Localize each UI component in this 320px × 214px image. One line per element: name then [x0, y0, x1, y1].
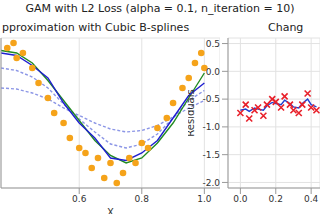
svg-text:0.6: 0.6 [72, 194, 87, 204]
html-text:GAM with L2 Loss (alpha = 0.1,: GAM with L2 Loss (alpha = 0.1, n_iterati… [25, 2, 295, 15]
svg-text:0.5: 0.5 [206, 39, 220, 49]
html-text:Chang: Chang [268, 21, 304, 34]
svg-text:-1.5: -1.5 [202, 150, 220, 160]
svg-text:0.0: 0.0 [206, 67, 221, 77]
svg-text:-2.0: -2.0 [202, 178, 220, 188]
svg-text:0.4: 0.4 [304, 194, 312, 204]
svg-text:0.8: 0.8 [135, 194, 150, 204]
html-text:pproximation with Cubic B-spli: pproximation with Cubic B-splines [2, 21, 190, 34]
svg-text:-0.5: -0.5 [202, 94, 220, 104]
svg-text:0.2: 0.2 [269, 194, 283, 204]
svg-text:X: X [107, 207, 114, 214]
svg-text:-1.0: -1.0 [202, 122, 220, 132]
svg-text:1.0: 1.0 [197, 194, 212, 204]
svg-text:0.0: 0.0 [233, 194, 248, 204]
svg-text:Residuals: Residuals [188, 89, 196, 136]
